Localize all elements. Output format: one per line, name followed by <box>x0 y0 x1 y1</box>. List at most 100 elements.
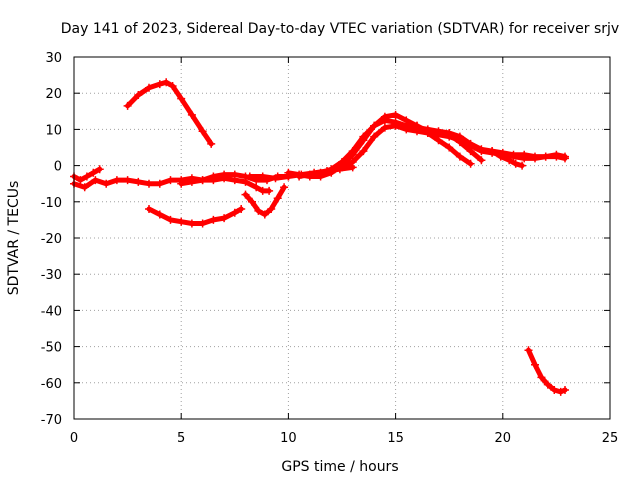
data-point <box>391 121 400 130</box>
series-trace <box>125 79 214 147</box>
data-point <box>267 205 276 213</box>
y-tick-label: 20 <box>45 87 62 102</box>
y-tick-label: -70 <box>41 413 62 428</box>
data-point <box>305 170 314 179</box>
data-point <box>524 346 533 355</box>
data-point <box>166 176 175 185</box>
data-point <box>531 360 539 369</box>
data-point <box>543 380 552 389</box>
x-tick-label: 20 <box>495 431 512 446</box>
data-point <box>445 132 454 141</box>
data-point <box>187 177 196 186</box>
data-point <box>89 168 98 177</box>
data-point <box>187 219 196 228</box>
data-point <box>466 159 475 168</box>
data-point <box>273 194 282 203</box>
data-point <box>145 83 153 92</box>
data-point <box>155 80 164 89</box>
data-point <box>477 147 486 156</box>
chart-title: Day 141 of 2023, Sidereal Day-to-day VTE… <box>61 21 619 37</box>
data-point <box>338 163 346 172</box>
series-arc-12 <box>488 147 527 170</box>
data-point <box>556 387 565 396</box>
x-axis-label: GPS time / hours <box>281 459 398 475</box>
data-point <box>552 150 561 159</box>
data-point <box>237 205 246 213</box>
data-point <box>265 186 274 195</box>
data-point <box>284 168 293 177</box>
data-point <box>488 147 497 156</box>
data-point <box>168 82 177 90</box>
data-point <box>537 373 546 382</box>
data-point <box>177 217 186 226</box>
data-point <box>258 172 267 181</box>
y-tick-label: 0 <box>54 160 62 175</box>
data-point <box>380 123 389 132</box>
y-tick-label: -60 <box>41 377 62 392</box>
data-point <box>245 172 254 181</box>
data-point <box>455 136 464 145</box>
data-point <box>466 141 475 150</box>
data-point <box>402 125 411 134</box>
data-point <box>112 176 121 185</box>
data-layer <box>70 78 569 396</box>
data-point <box>359 132 368 141</box>
data-point <box>260 210 269 219</box>
data-point <box>134 177 143 186</box>
series-arc-4 <box>145 205 246 228</box>
data-point <box>134 91 143 99</box>
data-point <box>177 179 186 188</box>
data-point <box>391 110 400 119</box>
data-point <box>95 165 104 174</box>
data-point <box>496 152 505 161</box>
data-point <box>198 219 207 228</box>
data-point <box>434 136 443 145</box>
series-arc-11 <box>413 121 475 168</box>
x-tick-label: 10 <box>280 431 297 446</box>
data-point <box>252 183 261 192</box>
data-point <box>271 174 280 183</box>
data-point <box>505 156 514 165</box>
data-point <box>445 143 454 152</box>
data-point <box>82 172 91 181</box>
data-point <box>254 206 263 215</box>
data-point <box>187 110 196 119</box>
y-tick-label: -30 <box>41 268 62 283</box>
data-point <box>145 205 153 213</box>
x-tick-label: 5 <box>177 431 185 446</box>
data-point <box>241 177 250 186</box>
y-tick-label: -20 <box>41 232 62 247</box>
data-point <box>230 176 239 185</box>
data-point <box>316 168 325 177</box>
data-point <box>531 154 539 163</box>
series-arc-13 <box>524 346 569 396</box>
series-arc-2 <box>70 165 104 185</box>
data-point <box>145 179 153 188</box>
data-point <box>102 179 111 188</box>
data-point <box>509 152 518 161</box>
y-tick-label: -50 <box>41 341 62 356</box>
data-point <box>166 215 175 224</box>
data-point <box>207 139 216 148</box>
data-point <box>123 101 132 110</box>
series-trace <box>414 123 474 167</box>
grid <box>74 57 610 419</box>
data-point <box>162 78 171 87</box>
data-point <box>198 127 207 136</box>
data-point <box>520 154 529 163</box>
series-trace <box>339 123 568 170</box>
data-point <box>198 176 207 185</box>
data-point <box>370 132 379 141</box>
data-point <box>209 215 218 224</box>
data-point <box>541 152 550 161</box>
data-point <box>348 147 357 156</box>
ticks: 0 5 10 15 20 25 -70 -60 -50 -40 -30 -20 -10 0 10 20 30 <box>41 51 619 446</box>
data-point <box>241 190 250 199</box>
data-point <box>220 174 229 183</box>
x-tick-label: 0 <box>70 431 78 446</box>
series-arc-6 <box>241 183 289 219</box>
data-point <box>123 176 132 185</box>
series-trace <box>146 206 244 226</box>
data-point <box>209 176 218 185</box>
